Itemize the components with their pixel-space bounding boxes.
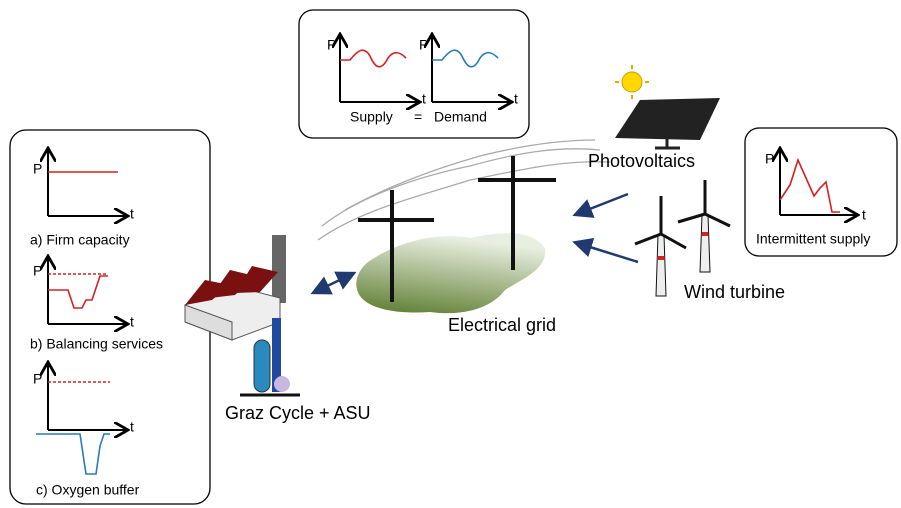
- axis-label: P: [33, 263, 42, 279]
- equals: =: [414, 109, 422, 125]
- plant-label: Graz Cycle + ASU: [225, 403, 371, 423]
- mode-label: a) Firm capacity: [30, 232, 130, 248]
- photovoltaics: Photovoltaics: [577, 65, 720, 214]
- axis-label: P: [33, 371, 42, 387]
- intermittent-box: P t Intermittent supply: [745, 128, 897, 256]
- pv-label: Photovoltaics: [588, 151, 695, 171]
- grid-label: Electrical grid: [448, 315, 556, 335]
- electrical-grid: Electrical grid: [318, 140, 610, 335]
- supply-demand-box: P t P t Supply = Demand: [299, 10, 529, 138]
- axis-label: P: [765, 151, 774, 167]
- demand-label: Demand: [434, 109, 487, 125]
- axis-label: t: [130, 206, 134, 222]
- intermittent-label: Intermittent supply: [756, 231, 870, 247]
- operation-modes-box: P t a) Firm capacity P t b) Balancing se…: [10, 130, 210, 504]
- plant: Graz Cycle + ASU: [185, 235, 371, 423]
- axis-label: t: [862, 207, 866, 223]
- axis-label: P: [419, 37, 428, 53]
- mode-label: c) Oxygen buffer: [36, 482, 140, 498]
- wind-label: Wind turbine: [684, 282, 785, 302]
- axis-label: t: [514, 91, 518, 107]
- axis-label: t: [422, 91, 426, 107]
- mode-label: b) Balancing services: [30, 336, 163, 352]
- axis-label: t: [130, 314, 134, 330]
- axis-label: P: [33, 161, 42, 177]
- diagram: P t P t Supply = Demand P t a) Firm capa…: [0, 0, 901, 508]
- axis-label: t: [130, 419, 134, 435]
- supply-label: Supply: [350, 109, 393, 125]
- axis-label: P: [327, 37, 336, 53]
